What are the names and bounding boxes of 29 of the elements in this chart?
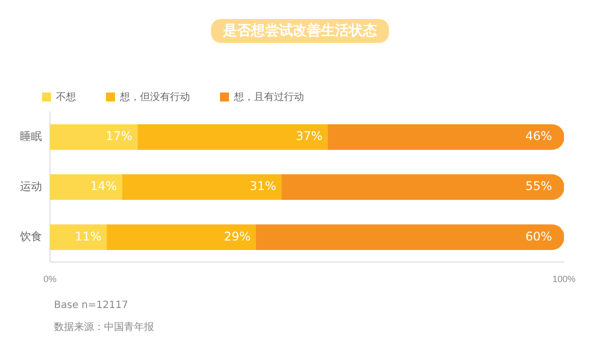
data-label: 29% xyxy=(224,229,251,244)
data-label: 14% xyxy=(90,179,117,194)
data-label: 46% xyxy=(525,129,552,144)
data-label: 17% xyxy=(106,129,132,144)
data-label: 60% xyxy=(525,229,552,244)
bar xyxy=(255,224,564,250)
bar xyxy=(122,174,282,200)
data-label: 11% xyxy=(74,229,102,244)
y-tick-label: 饮食 xyxy=(19,231,42,244)
bar xyxy=(280,174,564,200)
text: Base n=12117 xyxy=(54,300,128,311)
x-tick-label: 0% xyxy=(43,274,57,284)
legend-label: 不想 xyxy=(56,90,76,103)
bar xyxy=(137,124,328,150)
bar xyxy=(50,124,138,150)
legend-label: 想，且有过行动 xyxy=(233,90,304,103)
bar xyxy=(106,224,256,250)
y-tick-label: 运动 xyxy=(20,180,42,194)
legend-label: 想，但没有行动 xyxy=(119,90,190,103)
x-tick-label: 100% xyxy=(552,274,576,284)
data-label: 31% xyxy=(250,179,276,194)
bar xyxy=(50,224,107,250)
data-label: 37% xyxy=(296,129,323,144)
bar xyxy=(327,124,564,150)
bar xyxy=(50,174,122,200)
y-tick-label: 睡眠 xyxy=(20,130,42,144)
data-label: 55% xyxy=(525,179,552,194)
source-note: 数据来源：中国青年报 xyxy=(54,320,154,334)
chart-title: 是否想尝试改善生活状态 xyxy=(211,19,389,43)
